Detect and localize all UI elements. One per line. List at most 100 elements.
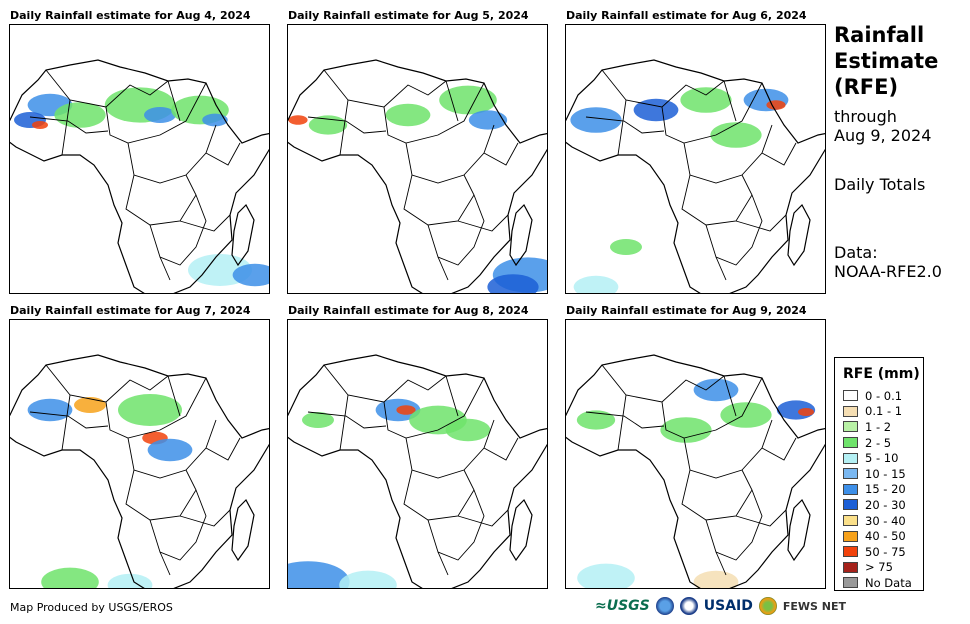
rainfall-area (570, 107, 622, 133)
country-border (683, 419, 773, 479)
rainfall-area (308, 115, 348, 135)
rainfall-layer (288, 398, 491, 588)
continent-outline (288, 59, 547, 293)
country-border (105, 82, 207, 144)
africa-map (10, 354, 269, 588)
rainfall-area (660, 417, 712, 443)
legend-item: 50 - 75 (843, 544, 923, 560)
rainfall-layer (288, 85, 547, 293)
country-border (601, 69, 725, 108)
legend-label: 0.1 - 1 (865, 404, 903, 419)
usgs-logo: ≈USGS (595, 598, 650, 614)
country-border (403, 174, 475, 226)
rainfall-area (41, 567, 99, 588)
panel-title-aug9: Daily Rainfall estimate for Aug 9, 2024 (566, 304, 807, 317)
rainfall-area (144, 107, 176, 123)
country-border (307, 116, 387, 134)
legend-label: 1 - 2 (865, 419, 892, 434)
legend-label: > 75 (865, 560, 893, 575)
legend-label: 10 - 15 (865, 466, 906, 481)
usaid-logo: USAID (703, 598, 753, 614)
legend-item: 15 - 20 (843, 482, 923, 498)
country-border (149, 194, 207, 266)
rainfall-area (32, 121, 48, 129)
continent-outline (288, 354, 547, 588)
sidebar-title: Rainfall Estimate (RFE) (834, 22, 938, 100)
legend-swatch (843, 577, 858, 589)
country-border (125, 174, 197, 226)
country-border (585, 116, 665, 134)
through-date: Aug 9, 2024 (834, 126, 932, 145)
rainfall-area (396, 405, 416, 415)
legend-label: 20 - 30 (865, 497, 906, 512)
continent-outline (566, 354, 825, 588)
rainfall-area (766, 100, 786, 110)
madagascar-outline (509, 499, 533, 562)
country-border (437, 214, 509, 281)
country-border (61, 375, 241, 461)
rainfall-area (573, 275, 619, 293)
country-border (383, 377, 485, 439)
legend-label: 2 - 5 (865, 435, 892, 450)
country-border (29, 411, 109, 429)
rainfall-area (439, 85, 497, 115)
rainfall-layer (576, 378, 816, 588)
rainfall-area (339, 570, 397, 588)
country-border (715, 509, 787, 576)
country-border (427, 489, 485, 561)
rainfall-area (633, 98, 679, 122)
africa-map (10, 59, 269, 293)
rainfall-area (54, 102, 106, 128)
legend-item: 10 - 15 (843, 466, 923, 482)
rainfall-layer (14, 87, 269, 287)
data-source: NOAA-RFE2.0 (834, 262, 942, 281)
country-border (45, 364, 169, 403)
noaa-logo-icon (655, 597, 674, 615)
rainfall-area (27, 398, 73, 422)
legend-item: > 75 (843, 560, 923, 576)
sidebar-title-line1: Rainfall (834, 23, 925, 47)
rainfall-area (710, 122, 762, 148)
legend-item: 0 - 0.1 (843, 388, 923, 404)
legend-item: No Data (843, 575, 923, 591)
legend-swatch (843, 546, 858, 558)
rainfall-area (576, 410, 616, 430)
country-border (125, 469, 197, 521)
africa-map (566, 59, 825, 293)
legend-swatch (843, 483, 858, 495)
rainfall-area (468, 110, 508, 130)
rainfall-area (693, 570, 739, 588)
madagascar-outline (509, 204, 533, 267)
rainfall-area (798, 408, 814, 416)
rainfall-area (107, 573, 153, 588)
legend-title: RFE (mm) (843, 366, 920, 382)
map-panel-aug4 (9, 24, 270, 294)
through-label: through (834, 107, 897, 126)
country-border (681, 174, 753, 226)
panel-title-aug5: Daily Rainfall estimate for Aug 5, 2024 (288, 9, 529, 22)
legend-swatch (843, 515, 858, 527)
legend-swatch (843, 390, 858, 402)
madagascar-outline (787, 204, 811, 267)
rainfall-area (720, 402, 772, 428)
country-border (159, 509, 231, 576)
africa-map (288, 354, 547, 588)
country-border (323, 69, 447, 108)
country-border (617, 375, 797, 461)
map-panel-aug9 (565, 319, 826, 589)
map-panel-aug7 (9, 319, 270, 589)
country-border (307, 411, 387, 429)
legend-item: 20 - 30 (843, 497, 923, 513)
sidebar-title-line2: Estimate (834, 49, 939, 73)
panel-title-aug4: Daily Rainfall estimate for Aug 4, 2024 (10, 9, 251, 22)
rainfall-area (232, 263, 269, 287)
country-border (127, 124, 217, 184)
rainfall-area (680, 87, 732, 113)
legend-swatch (843, 468, 858, 480)
country-border (149, 489, 207, 561)
legend-swatch (843, 499, 858, 511)
legend-swatch (843, 405, 858, 417)
continent-outline (566, 59, 825, 293)
